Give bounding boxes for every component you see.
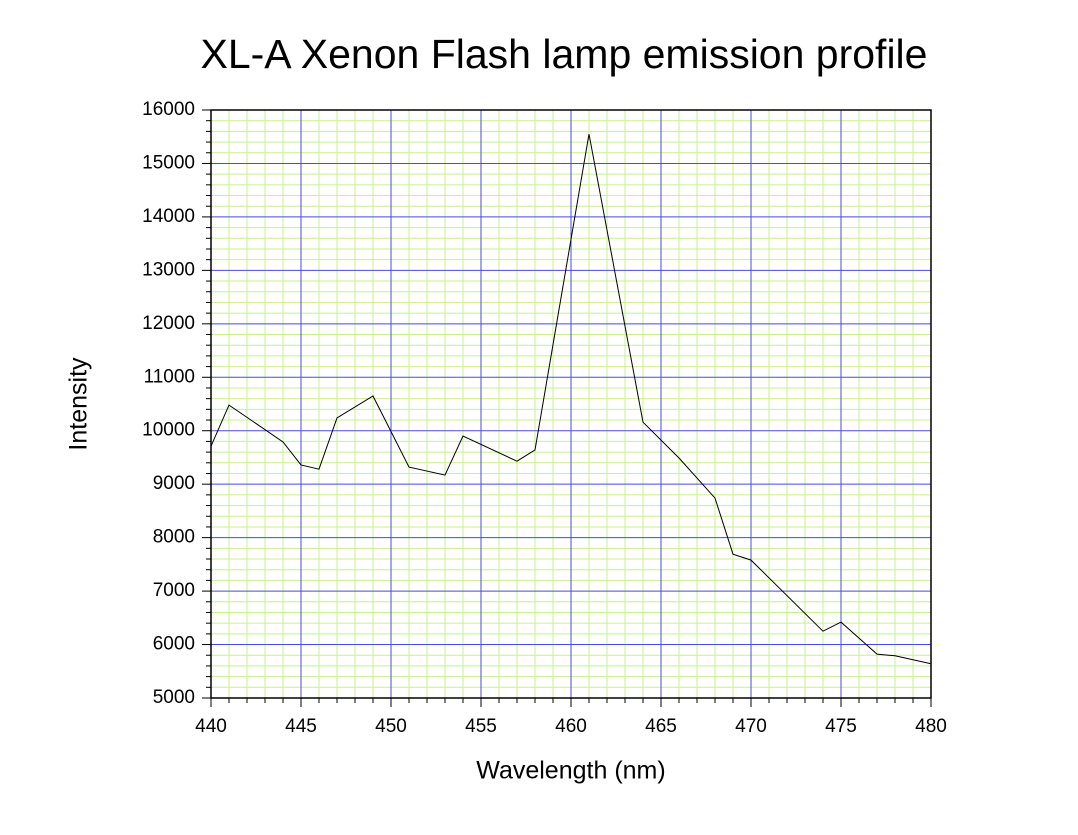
x-tick-label: 455 <box>465 716 497 737</box>
y-tick-label: 7000 <box>153 580 195 601</box>
y-tick-label: 6000 <box>153 634 195 655</box>
y-axis-label: Intensity <box>65 357 93 451</box>
x-tick-label: 445 <box>285 716 317 737</box>
y-tick-label: 8000 <box>153 527 195 548</box>
x-tick-label: 460 <box>555 716 587 737</box>
y-tick-label: 10000 <box>142 420 195 441</box>
y-tick-label: 5000 <box>153 687 195 708</box>
x-tick-label: 450 <box>375 716 407 737</box>
y-tick-label: 9000 <box>153 473 195 494</box>
plot-frame <box>210 109 932 699</box>
y-tick-label: 13000 <box>142 259 195 280</box>
y-tick-label: 16000 <box>142 99 195 120</box>
x-tick-label: 480 <box>915 716 947 737</box>
y-tick-label: 14000 <box>142 206 195 227</box>
x-tick-label: 440 <box>195 716 227 737</box>
chart-title: XL-A Xenon Flash lamp emission profile <box>201 31 928 77</box>
y-tick-label: 12000 <box>142 313 195 334</box>
x-tick-label: 465 <box>645 716 677 737</box>
x-tick-label: 475 <box>825 716 857 737</box>
y-tick-label: 11000 <box>144 366 195 387</box>
y-tick-label: 15000 <box>142 152 195 173</box>
data-line <box>210 133 932 665</box>
x-tick-label: 470 <box>735 716 767 737</box>
x-axis-label: Wavelength (nm) <box>476 757 665 785</box>
